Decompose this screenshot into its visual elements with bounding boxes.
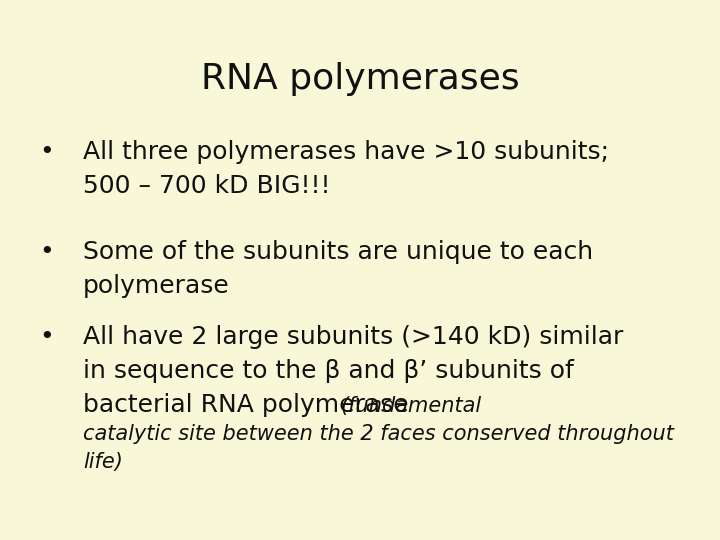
Text: polymerase: polymerase [83, 274, 230, 298]
Text: 500 – 700 kD BIG!!!: 500 – 700 kD BIG!!! [83, 174, 330, 198]
Text: in sequence to the β and β’ subunits of: in sequence to the β and β’ subunits of [83, 359, 574, 383]
Text: catalytic site between the 2 faces conserved throughout: catalytic site between the 2 faces conse… [83, 424, 674, 444]
Text: All have 2 large subunits (>140 kD) similar: All have 2 large subunits (>140 kD) simi… [83, 325, 624, 349]
Text: bacterial RNA polymerase: bacterial RNA polymerase [83, 393, 408, 417]
Text: Some of the subunits are unique to each: Some of the subunits are unique to each [83, 240, 593, 264]
Text: life): life) [83, 452, 122, 472]
Text: •: • [40, 325, 54, 349]
Text: RNA polymerases: RNA polymerases [201, 62, 519, 96]
Text: (fundamental: (fundamental [341, 396, 482, 416]
Text: All three polymerases have >10 subunits;: All three polymerases have >10 subunits; [83, 140, 609, 164]
Text: •: • [40, 140, 54, 164]
Text: •: • [40, 240, 54, 264]
